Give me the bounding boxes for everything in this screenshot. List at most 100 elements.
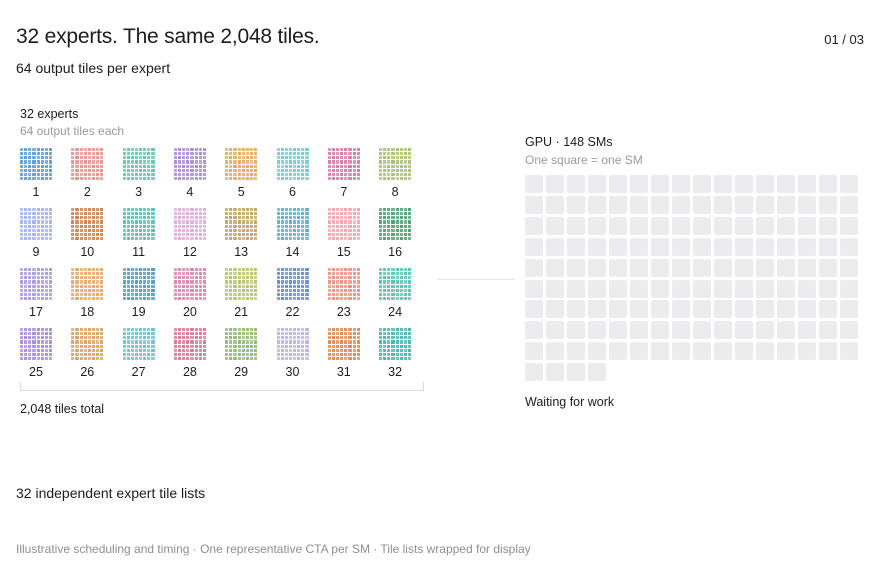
sm-square (840, 300, 858, 319)
sm-square (756, 342, 774, 361)
expert-number: 30 (285, 365, 300, 379)
sm-square (567, 279, 585, 298)
sm-square (756, 321, 774, 340)
sm-square (693, 342, 711, 361)
sm-square (840, 342, 858, 361)
sm-square (819, 195, 837, 214)
sm-square (546, 175, 564, 193)
sm-square (546, 195, 564, 214)
sm-square (567, 258, 585, 277)
expert-tile-block (379, 328, 412, 360)
sm-square (588, 363, 606, 382)
sm-square (756, 216, 774, 235)
sm-square (672, 175, 690, 193)
sm-square (693, 195, 711, 214)
gpu-panel-header: GPU · 148 SMs One square = one SM (525, 135, 643, 167)
sm-square (546, 237, 564, 256)
sm-square (525, 300, 543, 319)
sm-square (651, 237, 669, 256)
expert-tile-block (122, 328, 155, 360)
expert-tile-block (71, 208, 104, 240)
sm-square (546, 216, 564, 235)
sm-square (714, 175, 732, 193)
sm-square (651, 342, 669, 361)
expert-tile-block (20, 328, 52, 360)
sm-square (756, 279, 774, 298)
expert-tile-block (379, 208, 412, 240)
sm-square (714, 342, 732, 361)
expert-number: 16 (388, 245, 403, 259)
expert-tile-block (327, 208, 360, 240)
sm-square (693, 279, 711, 298)
sm-square (672, 279, 690, 298)
sm-square (756, 195, 774, 214)
sm-square (777, 300, 795, 319)
expert-tile-block (71, 148, 104, 180)
sm-square (819, 279, 837, 298)
expert-number: 5 (237, 185, 245, 199)
sm-square (630, 216, 648, 235)
sm-square (567, 363, 585, 382)
sm-square (819, 175, 837, 193)
sm-square (777, 175, 795, 193)
expert-number: 13 (234, 245, 249, 259)
sm-square (693, 216, 711, 235)
tiles-total-label: 2,048 tiles total (20, 402, 105, 416)
sm-square (840, 237, 858, 256)
sm-square (630, 321, 648, 340)
sm-square (672, 300, 690, 319)
expert-tile-block (122, 208, 155, 240)
sm-square (819, 300, 837, 319)
sm-square (630, 195, 648, 214)
sm-square (609, 195, 627, 214)
sm-square (546, 300, 564, 319)
sm-square (588, 216, 606, 235)
sm-square (525, 363, 543, 382)
sm-square (798, 279, 816, 298)
expert-tile-block (379, 148, 412, 180)
sm-square (798, 258, 816, 277)
page-subtitle: 64 output tiles per expert (16, 60, 171, 76)
sm-square (609, 342, 627, 361)
sm-square (609, 237, 627, 256)
expert-tile-block (20, 268, 52, 300)
sm-square (609, 175, 627, 193)
sm-square (735, 195, 753, 214)
sm-square (651, 258, 669, 277)
sm-square (672, 258, 690, 277)
expert-number: 22 (285, 305, 300, 319)
sm-square (840, 258, 858, 277)
sm-square (567, 321, 585, 340)
sm-square (693, 321, 711, 340)
connector-line (437, 279, 515, 280)
sm-square (693, 258, 711, 277)
sm-square (735, 300, 753, 319)
sm-square (630, 300, 648, 319)
sm-square (714, 279, 732, 298)
page-counter: 01 / 03 (824, 32, 864, 47)
sm-square (798, 195, 816, 214)
sm-square (651, 175, 669, 193)
expert-tile-block (20, 148, 52, 180)
expert-tile-block (225, 268, 258, 300)
page-title: 32 experts. The same 2,048 tiles. (16, 25, 320, 48)
expert-number: 25 (29, 365, 43, 379)
expert-tile-block (276, 208, 309, 240)
expert-tile-block (276, 328, 309, 360)
sm-square (735, 342, 753, 361)
sm-square (588, 195, 606, 214)
expert-number: 20 (182, 305, 197, 319)
sm-square (798, 300, 816, 319)
expert-tile-block (225, 148, 258, 180)
expert-number: 14 (285, 245, 300, 259)
sm-square (735, 321, 753, 340)
sm-square (567, 237, 585, 256)
sm-square (630, 258, 648, 277)
sm-square (525, 321, 543, 340)
sm-square (525, 342, 543, 361)
expert-tile-block (122, 148, 155, 180)
expert-number: 7 (340, 185, 348, 199)
sm-square (546, 279, 564, 298)
sm-square (693, 300, 711, 319)
expert-tile-block (225, 328, 258, 360)
